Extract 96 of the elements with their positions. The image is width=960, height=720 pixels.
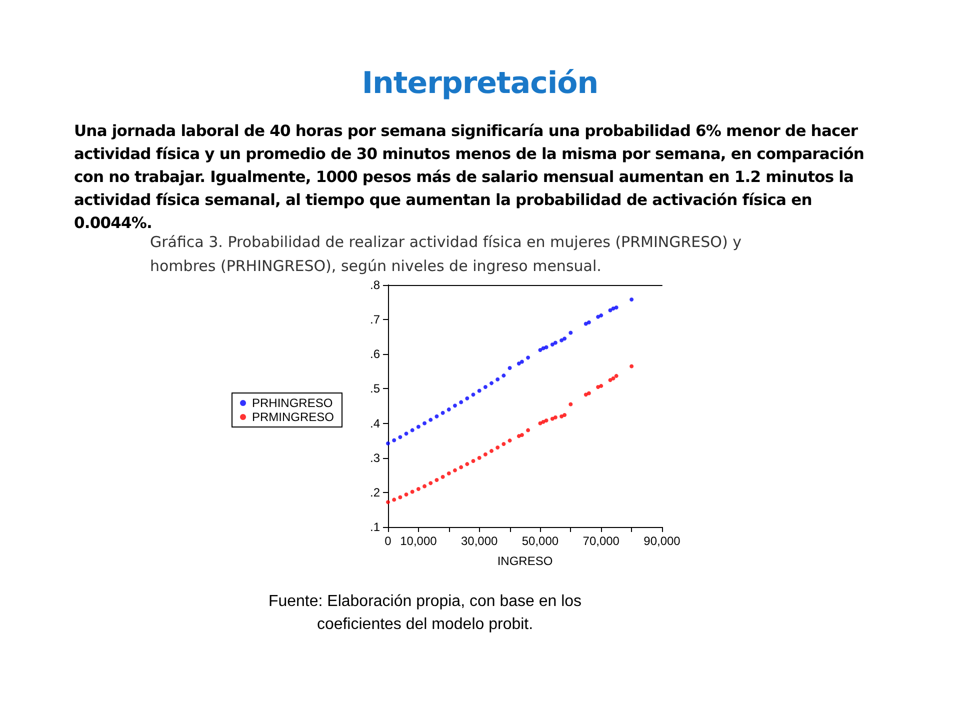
legend-label: PRHINGRESO xyxy=(252,396,333,410)
point xyxy=(520,360,524,364)
point xyxy=(483,452,488,456)
point xyxy=(541,420,546,424)
point xyxy=(508,438,512,443)
point xyxy=(586,320,591,324)
point xyxy=(446,471,451,476)
point xyxy=(550,416,554,421)
legend-label: PRMINGRESO xyxy=(252,410,334,424)
point xyxy=(520,433,524,438)
point xyxy=(471,392,476,397)
point xyxy=(568,402,573,406)
point xyxy=(386,441,390,446)
point xyxy=(526,428,530,432)
point xyxy=(392,438,396,442)
x-tick-label: 50,000 xyxy=(522,534,559,548)
point xyxy=(398,435,402,440)
point xyxy=(562,336,567,341)
point xyxy=(477,456,482,460)
point xyxy=(599,384,604,388)
chart-subtitle: Una jornada laboral de 40 horas por semana significaría una probabilidad 6% menor de hacer actividad física y un promedio de 30 minutos menos de la misma por semana, en comparación con no trabajar. Igualmente, 1000 pesos más de salario mensual aumentan en 1.2 minutos la actividad física semanal, al tiempo que aumentan la probabilidad de activación física en 0.0044%. xyxy=(74,122,864,232)
y-tick-label: .1 xyxy=(370,520,380,534)
y-tick-label: .3 xyxy=(370,450,380,465)
point xyxy=(428,481,433,486)
point xyxy=(526,356,530,360)
point xyxy=(404,432,408,436)
point xyxy=(477,388,482,393)
point xyxy=(553,340,558,345)
y-tick-label: .7 xyxy=(370,312,380,327)
point xyxy=(586,391,591,396)
point xyxy=(483,384,488,389)
x-tick-label: 0 xyxy=(384,534,392,548)
point xyxy=(502,374,506,378)
point xyxy=(471,458,476,463)
point xyxy=(452,404,457,408)
text: Gráfica 3. Probabilidad de realizar actividad física en mujeres (PRMINGRESO) y hombres (PRHINGRESO), según niveles de ingreso mensual. xyxy=(150,233,742,275)
point xyxy=(434,478,439,482)
point xyxy=(496,377,500,382)
point xyxy=(608,378,612,382)
point xyxy=(553,415,558,420)
x-tick-label: 10,000 xyxy=(400,534,438,548)
point xyxy=(614,374,618,378)
point xyxy=(496,445,500,450)
y-tick-label: .2 xyxy=(370,485,380,500)
point xyxy=(544,345,548,350)
x-tick-label: 90,000 xyxy=(644,534,681,548)
point xyxy=(465,462,470,466)
x-axis-title: INGRESO xyxy=(497,554,553,568)
point xyxy=(404,492,408,496)
point xyxy=(596,314,600,319)
x-tick-label: 70,000 xyxy=(582,534,620,548)
point xyxy=(560,338,564,342)
y-tick-label: .4 xyxy=(370,416,380,430)
point xyxy=(508,366,512,370)
y-tick-label: .5 xyxy=(370,382,380,396)
point xyxy=(410,428,414,432)
y-tick-label: .8 xyxy=(370,278,380,292)
x-tick-label: 30,000 xyxy=(460,534,498,548)
point xyxy=(386,500,390,504)
chart-title: Interpretación xyxy=(360,66,600,101)
point xyxy=(446,407,451,412)
point xyxy=(465,396,470,400)
point xyxy=(614,305,618,310)
y-tick-label: .6 xyxy=(370,347,380,362)
point xyxy=(490,448,494,453)
point xyxy=(538,348,542,352)
point xyxy=(516,361,521,366)
point xyxy=(422,484,427,488)
point xyxy=(502,442,506,446)
point xyxy=(611,376,616,380)
point xyxy=(422,421,427,426)
point xyxy=(459,465,464,470)
point xyxy=(398,495,402,500)
point xyxy=(440,474,445,479)
point xyxy=(630,298,634,302)
point xyxy=(392,498,396,502)
point xyxy=(410,490,414,494)
point xyxy=(596,384,600,389)
point xyxy=(544,418,548,423)
point xyxy=(560,414,564,418)
point xyxy=(599,313,604,318)
point xyxy=(538,421,542,426)
point xyxy=(434,414,439,418)
point xyxy=(440,410,445,415)
point xyxy=(416,486,420,491)
point xyxy=(452,468,457,472)
point xyxy=(562,412,567,417)
point xyxy=(416,424,420,429)
point xyxy=(459,400,464,404)
point xyxy=(568,330,573,335)
point xyxy=(490,381,494,386)
point xyxy=(608,308,612,312)
point xyxy=(428,418,433,422)
point xyxy=(550,342,554,346)
source-note: Fuente: Elaboración propia, con base en los coeficientes del modelo probit. xyxy=(267,592,583,635)
point xyxy=(630,364,634,368)
